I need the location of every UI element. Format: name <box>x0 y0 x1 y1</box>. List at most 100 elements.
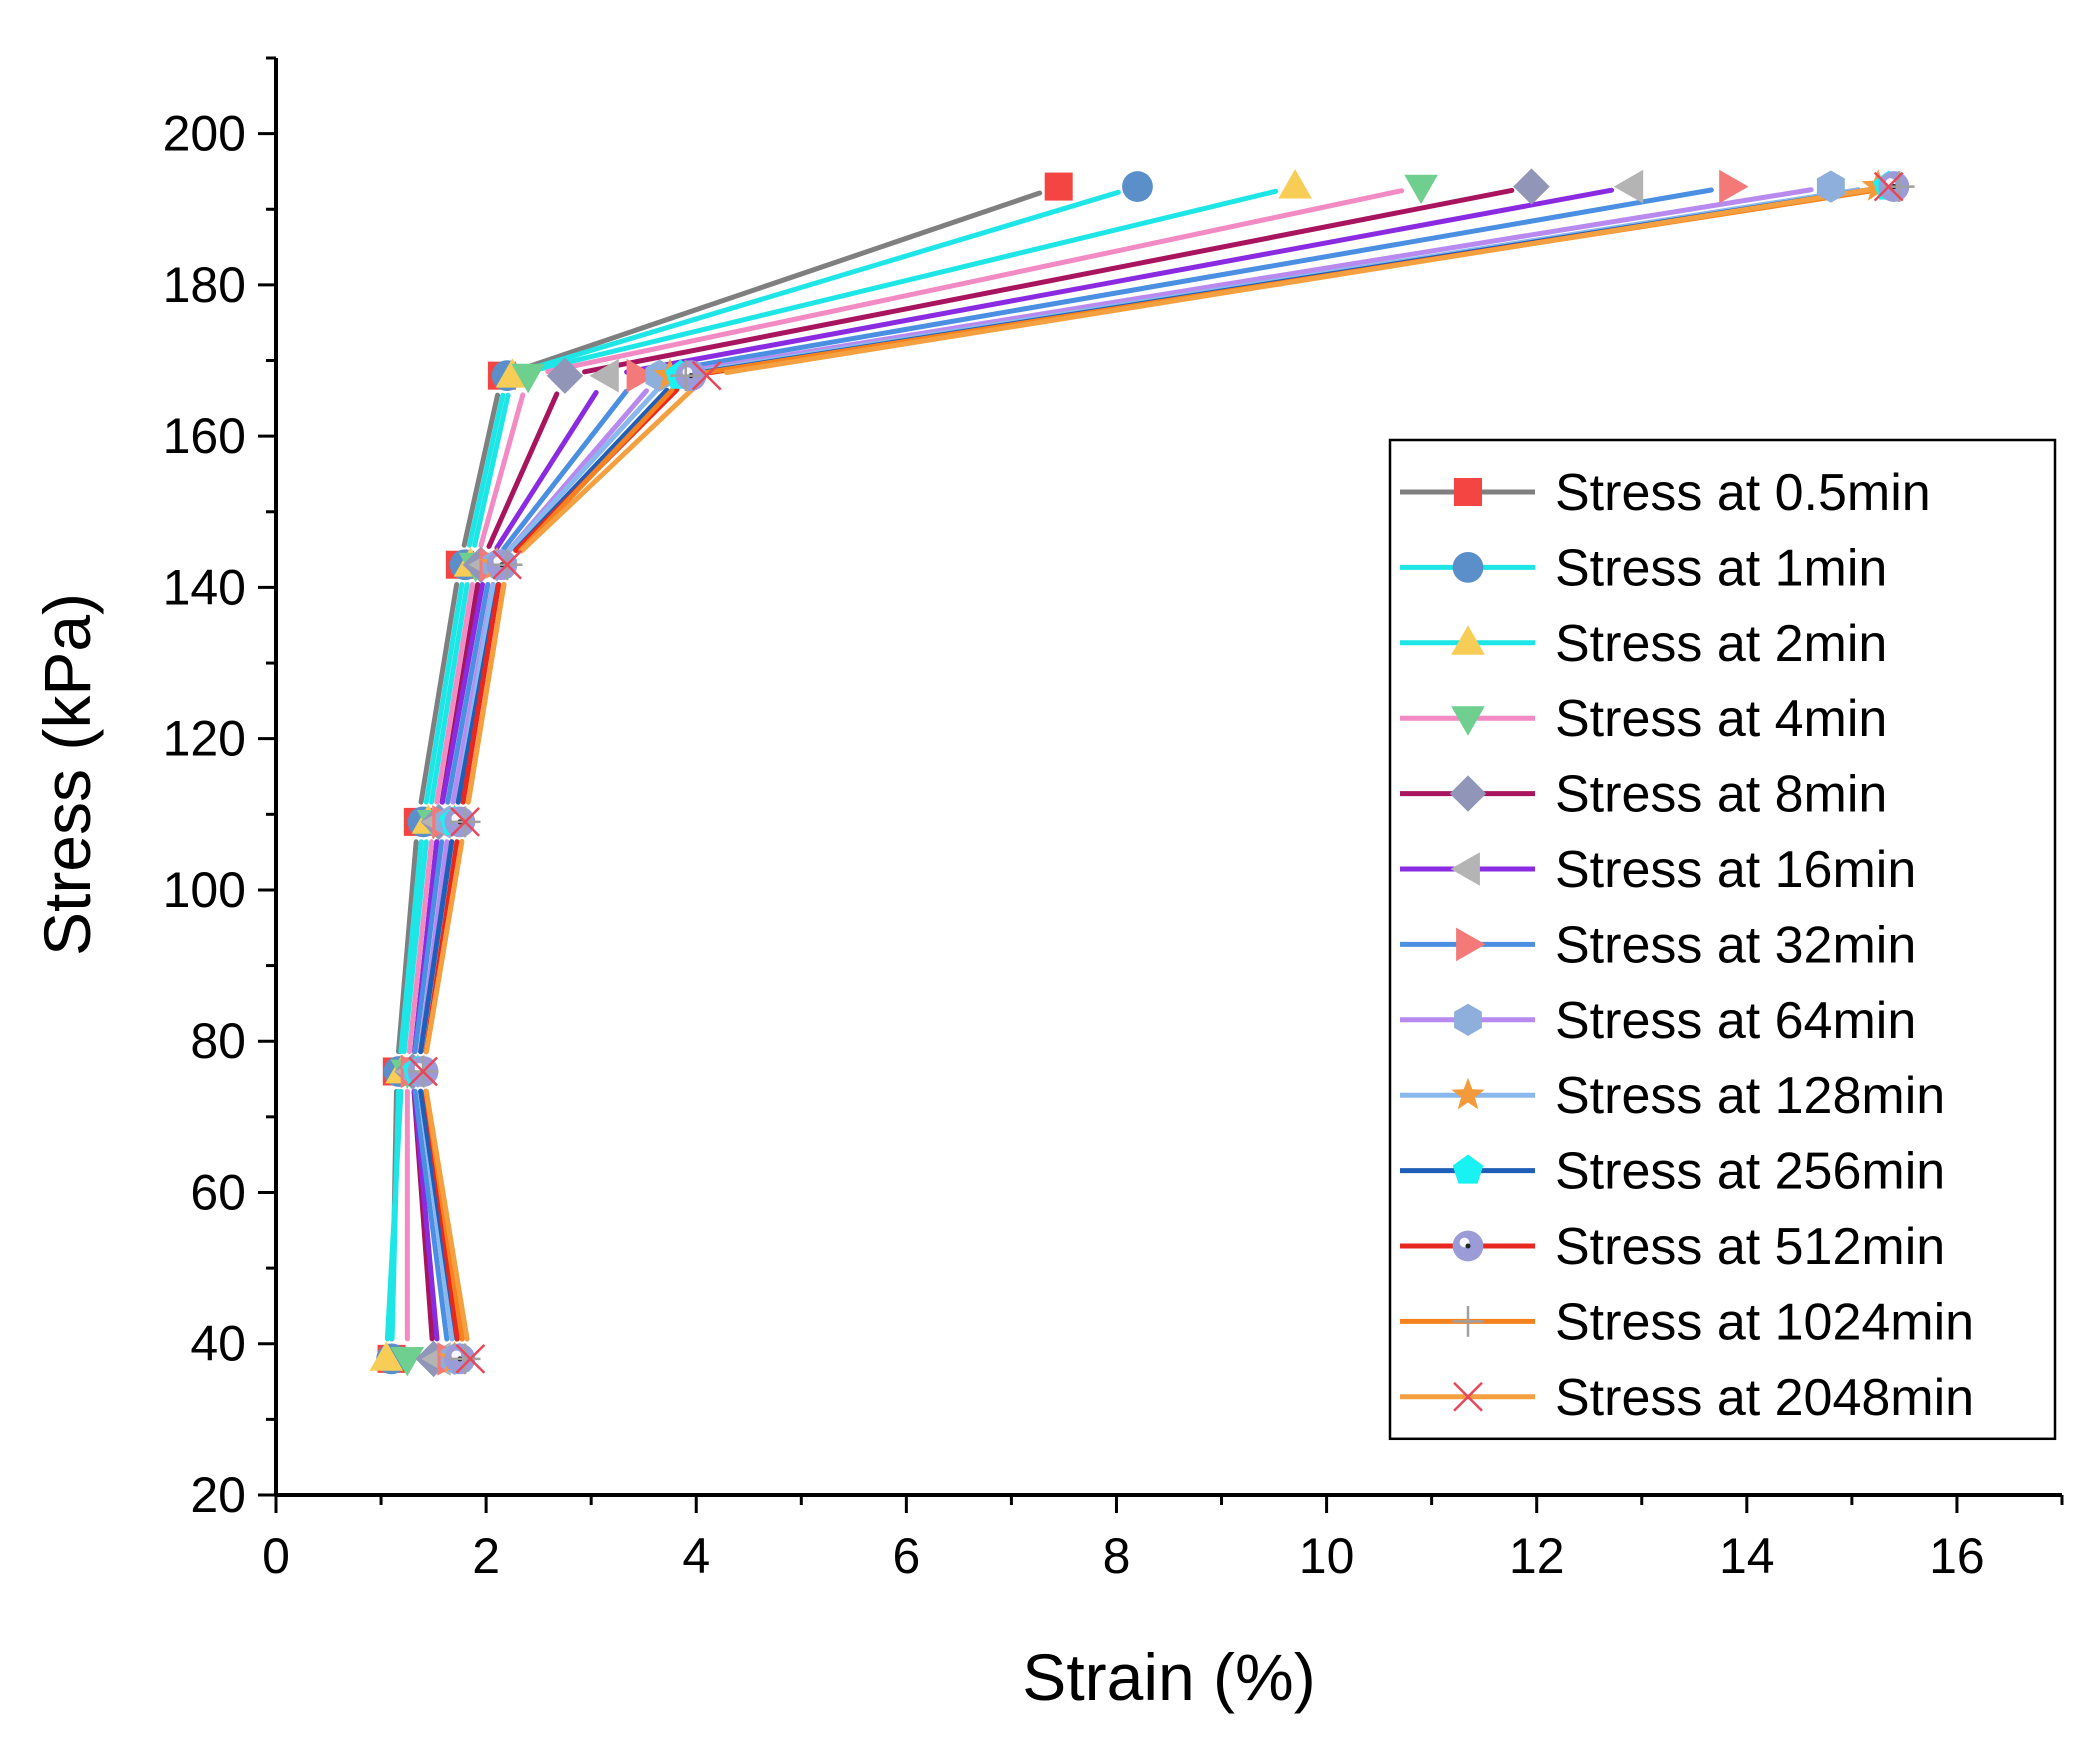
y-tick-label: 40 <box>190 1316 246 1372</box>
legend-item: Stress at 2048min <box>1400 1369 1974 1427</box>
legend-label: Stress at 32min <box>1555 916 1916 974</box>
x-tick-label: 6 <box>892 1528 920 1584</box>
series-line-segment <box>423 581 465 805</box>
legend-label: Stress at 16min <box>1555 841 1916 899</box>
series-line-segment <box>676 187 1814 375</box>
legend-marker-swatch <box>1452 1306 1484 1337</box>
legend-label: Stress at 4min <box>1555 690 1887 748</box>
data-point-marker <box>1816 170 1845 203</box>
series-line-segment <box>529 188 1279 374</box>
legend-item: Stress at 128min <box>1400 1067 1945 1125</box>
data-point-marker <box>691 360 722 391</box>
series-line-segment <box>401 839 429 1055</box>
series-line-segment <box>518 387 675 553</box>
data-point-marker <box>546 357 584 394</box>
series-line-segment <box>501 388 629 552</box>
series-line-segment <box>523 189 1121 373</box>
series-line-segment <box>439 581 486 805</box>
legend-label: Stress at 128min <box>1555 1067 1945 1125</box>
legend-marker-swatch <box>1456 927 1486 962</box>
series-line-segment <box>655 187 1714 375</box>
y-tick-label: 80 <box>190 1013 246 1069</box>
series-line-segment <box>723 187 1872 375</box>
series-line-segment <box>494 390 599 551</box>
series-line-segment <box>545 188 1405 375</box>
series-line-segment <box>398 839 424 1055</box>
series-line-segment <box>423 1088 470 1342</box>
y-tick-label: 200 <box>163 106 246 162</box>
data-point-marker <box>1404 174 1438 205</box>
legend-marker-swatch <box>1453 1381 1483 1412</box>
data-point-marker <box>589 358 619 393</box>
legend-label: Stress at 1min <box>1555 539 1887 597</box>
x-tick-label: 0 <box>262 1528 290 1584</box>
data-point-marker <box>369 1341 404 1371</box>
series-line-segment <box>624 187 1615 375</box>
legend-box <box>1388 438 2057 1441</box>
x-tick-label: 10 <box>1299 1528 1355 1584</box>
data-point-marker <box>670 360 702 392</box>
data-point-marker <box>449 1343 481 1375</box>
series-line-segment <box>472 392 511 548</box>
y-tick-label: 20 <box>190 1467 246 1523</box>
series-line-segment <box>423 839 465 1055</box>
data-point-marker <box>1044 172 1073 201</box>
data-point-marker <box>492 549 523 580</box>
data-point-marker <box>626 358 656 393</box>
data-point-marker <box>1122 171 1153 202</box>
legend-label: Stress at 512min <box>1555 1218 1945 1276</box>
series-line-segment <box>412 1088 450 1342</box>
legend-marker-swatch <box>1451 625 1485 655</box>
legend-marker-swatch <box>1454 478 1482 506</box>
series-line-segment <box>418 581 460 805</box>
series-line-segment <box>406 839 434 1055</box>
x-tick-label: 4 <box>682 1528 710 1584</box>
legend-marker-swatch <box>1452 1154 1484 1184</box>
series-markers <box>369 168 1915 1378</box>
series-line-segment <box>466 392 506 548</box>
data-point-marker <box>455 1343 486 1374</box>
series-line-segment <box>418 839 455 1055</box>
series-line-segment <box>429 581 470 805</box>
legend-item: Stress at 2min <box>1400 615 1887 673</box>
data-point-marker <box>408 1056 438 1087</box>
series-line-segment <box>478 392 526 548</box>
series-line-segment <box>519 386 695 554</box>
y-tick-label: 160 <box>163 408 246 464</box>
legend-marker-swatch <box>1450 852 1480 886</box>
x-tick-label: 8 <box>1103 1528 1131 1584</box>
y-tick-label: 120 <box>163 711 246 767</box>
series-line-segment <box>465 581 507 805</box>
series-layer <box>369 168 1915 1378</box>
legend-item: Stress at 16min <box>1400 841 1916 899</box>
legend: Stress at 0.5min Stress at 1min Stress at … <box>1388 438 2057 1441</box>
series-line-segment <box>461 392 501 548</box>
y-axis-title: Stress (kPa) <box>30 593 104 956</box>
data-point-marker <box>511 363 545 394</box>
legend-label: Stress at 64min <box>1555 992 1916 1050</box>
data-point-marker <box>450 806 480 837</box>
y-tick-label: 60 <box>190 1164 246 1220</box>
series-lines <box>384 187 1882 1342</box>
legend-item: Stress at 4min <box>1400 690 1887 748</box>
legend-marker-swatch <box>1454 1003 1482 1036</box>
series-line-segment <box>384 1088 404 1342</box>
data-point-marker <box>1613 169 1644 204</box>
series-line-segment <box>582 187 1515 375</box>
series-line-segment <box>518 190 1043 372</box>
legend-label: Stress at 8min <box>1555 766 1887 824</box>
legend-item: Stress at 256min <box>1400 1143 1945 1201</box>
legend-marker-swatch <box>1451 1077 1485 1110</box>
legend-label: Stress at 2min <box>1555 615 1887 673</box>
legend-marker-swatch <box>1449 775 1487 812</box>
data-point-marker <box>1513 168 1550 205</box>
legend-label: Stress at 1024min <box>1555 1293 1974 1351</box>
data-point-marker <box>390 1347 425 1377</box>
legend-label: Stress at 256min <box>1555 1143 1945 1201</box>
x-tick-label: 14 <box>1719 1528 1775 1584</box>
series-line-segment <box>507 387 659 553</box>
legend-item: Stress at 0.5min <box>1400 464 1931 522</box>
series-line-segment <box>412 839 445 1055</box>
y-tick-label: 140 <box>163 559 246 615</box>
